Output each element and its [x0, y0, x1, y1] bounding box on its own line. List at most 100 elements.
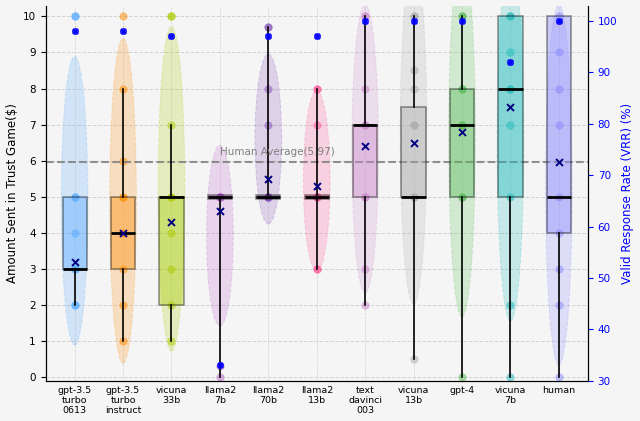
Point — [312, 193, 322, 200]
Point — [263, 176, 273, 182]
Y-axis label: Amount Sent in Trust Game($): Amount Sent in Trust Game($) — [6, 103, 19, 283]
Point — [263, 24, 273, 31]
Point — [166, 218, 177, 225]
Point — [312, 193, 322, 200]
Point — [554, 18, 564, 24]
Point — [506, 59, 516, 65]
Point — [554, 18, 564, 24]
Point — [360, 193, 371, 200]
Point — [408, 139, 419, 146]
Point — [118, 338, 128, 344]
Point — [70, 193, 80, 200]
Point — [215, 193, 225, 200]
Point — [215, 362, 225, 369]
Point — [118, 13, 128, 20]
Point — [166, 121, 177, 128]
Point — [215, 362, 225, 369]
Point — [408, 356, 419, 362]
Point — [554, 85, 564, 92]
Point — [408, 193, 419, 200]
Bar — [450, 88, 474, 197]
Point — [263, 33, 273, 40]
Point — [457, 121, 467, 128]
Point — [506, 85, 516, 92]
Point — [70, 258, 80, 265]
Point — [312, 121, 322, 128]
Point — [360, 266, 371, 272]
Point — [360, 121, 371, 128]
Point — [360, 302, 371, 309]
Point — [166, 193, 177, 200]
Point — [70, 193, 80, 200]
Point — [118, 28, 128, 35]
Point — [118, 193, 128, 200]
Point — [263, 85, 273, 92]
Point — [166, 338, 177, 344]
Point — [70, 13, 80, 20]
Point — [215, 193, 225, 200]
Ellipse shape — [400, 0, 427, 304]
Ellipse shape — [303, 91, 330, 271]
Point — [70, 13, 80, 20]
Point — [408, 193, 419, 200]
Point — [360, 18, 371, 24]
Bar — [547, 16, 571, 233]
Point — [166, 302, 177, 309]
Point — [506, 49, 516, 56]
Point — [215, 193, 225, 200]
Point — [360, 85, 371, 92]
Point — [70, 266, 80, 272]
Ellipse shape — [255, 54, 282, 224]
Point — [554, 49, 564, 56]
Point — [506, 193, 516, 200]
Point — [312, 33, 322, 40]
Point — [166, 266, 177, 272]
Point — [360, 18, 371, 24]
Point — [457, 85, 467, 92]
Point — [118, 229, 128, 236]
Point — [70, 229, 80, 236]
Ellipse shape — [61, 56, 88, 345]
Point — [166, 33, 177, 40]
Point — [312, 266, 322, 272]
Ellipse shape — [352, 4, 378, 293]
Point — [166, 13, 177, 20]
Point — [215, 208, 225, 215]
Point — [506, 121, 516, 128]
Point — [554, 158, 564, 165]
Text: Human Average(5.97): Human Average(5.97) — [220, 147, 335, 157]
Point — [312, 266, 322, 272]
Point — [312, 33, 322, 40]
Point — [360, 143, 371, 149]
Point — [408, 121, 419, 128]
Point — [457, 374, 467, 381]
Point — [554, 266, 564, 272]
Bar — [159, 197, 184, 305]
Point — [215, 363, 225, 370]
Point — [408, 121, 419, 128]
Point — [457, 18, 467, 24]
Bar — [111, 197, 135, 269]
Point — [263, 33, 273, 40]
Point — [554, 121, 564, 128]
Point — [457, 193, 467, 200]
Point — [215, 193, 225, 200]
Point — [408, 18, 419, 24]
Point — [506, 59, 516, 65]
Point — [263, 24, 273, 31]
Ellipse shape — [207, 146, 233, 326]
Point — [263, 193, 273, 200]
Point — [360, 193, 371, 200]
Point — [408, 18, 419, 24]
Point — [70, 302, 80, 309]
Point — [408, 13, 419, 20]
Bar — [256, 195, 280, 199]
Point — [408, 85, 419, 92]
Point — [554, 193, 564, 200]
Point — [166, 229, 177, 236]
Point — [263, 193, 273, 200]
Point — [215, 193, 225, 200]
Point — [312, 183, 322, 189]
Point — [166, 193, 177, 200]
Y-axis label: Valid Response Rate (VRR) (%): Valid Response Rate (VRR) (%) — [621, 103, 634, 284]
